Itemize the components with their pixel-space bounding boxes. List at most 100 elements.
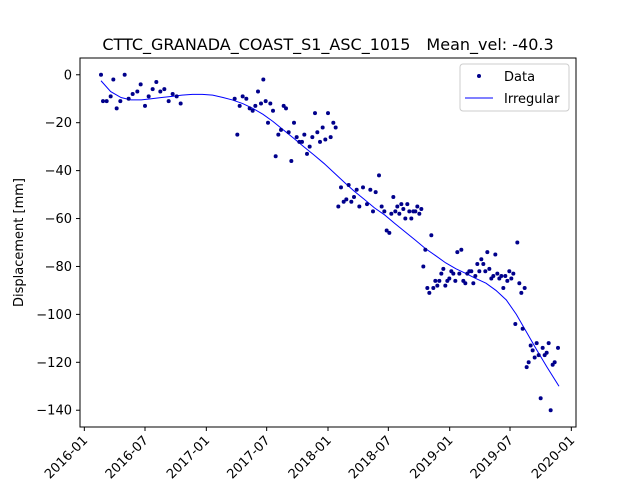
data-point xyxy=(344,197,349,202)
data-point xyxy=(548,408,553,413)
data-point xyxy=(331,120,336,125)
data-point xyxy=(361,185,365,190)
data-point xyxy=(294,135,299,140)
data-point xyxy=(284,106,288,111)
plot-marks xyxy=(99,72,560,413)
data-point xyxy=(126,96,131,101)
data-point xyxy=(320,125,325,130)
data-point xyxy=(534,341,539,346)
data-point xyxy=(315,130,320,135)
data-point xyxy=(326,111,330,116)
data-point xyxy=(328,135,333,140)
data-point xyxy=(384,228,389,233)
data-point xyxy=(138,82,143,87)
data-point xyxy=(439,271,444,276)
data-point xyxy=(261,77,266,82)
data-point xyxy=(150,87,155,92)
data-point xyxy=(501,286,506,291)
data-point xyxy=(99,72,103,77)
data-point xyxy=(417,211,422,216)
data-point xyxy=(536,353,541,358)
y-tick-label: −40 xyxy=(45,164,72,179)
data-point xyxy=(435,283,440,288)
legend-items: Data Irregular xyxy=(465,70,560,107)
data-point xyxy=(158,89,163,94)
y-axis-label: Displacement [mm] xyxy=(12,178,27,307)
data-point xyxy=(389,211,394,216)
data-point xyxy=(473,274,478,279)
data-point xyxy=(336,204,341,209)
legend-label: Irregular xyxy=(504,92,560,107)
data-point xyxy=(421,264,426,269)
data-point xyxy=(154,79,159,84)
data-point xyxy=(240,94,245,99)
data-point xyxy=(507,269,512,274)
legend-label: Data xyxy=(504,70,535,85)
data-point xyxy=(289,159,294,164)
data-point xyxy=(530,348,535,353)
data-point xyxy=(443,283,448,288)
data-point xyxy=(310,135,315,140)
data-point xyxy=(552,360,557,365)
data-point xyxy=(279,127,283,132)
y-tick-label: −80 xyxy=(45,260,72,275)
data-point xyxy=(135,89,140,94)
data-point xyxy=(273,154,278,159)
data-point xyxy=(232,96,237,101)
data-point xyxy=(447,276,452,281)
data-point xyxy=(419,206,424,211)
data-point xyxy=(266,120,270,125)
data-point xyxy=(515,240,520,245)
chart-title-mean-velocity: Mean_vel: -40.3 xyxy=(426,35,553,55)
data-point xyxy=(463,281,468,286)
data-point xyxy=(349,199,354,204)
data-point xyxy=(237,103,242,108)
data-point xyxy=(433,278,438,283)
data-point xyxy=(114,106,119,111)
data-point xyxy=(517,281,522,286)
data-point xyxy=(520,326,525,331)
data-point xyxy=(423,247,428,252)
data-point xyxy=(104,99,109,104)
data-point xyxy=(431,286,436,291)
data-point xyxy=(471,281,476,286)
data-point xyxy=(268,101,273,106)
legend: Data Irregular xyxy=(459,63,570,112)
data-point xyxy=(305,151,309,156)
data-point xyxy=(373,190,378,195)
data-point xyxy=(499,274,504,279)
y-tick-label: −100 xyxy=(36,308,72,323)
data-point xyxy=(271,108,275,113)
data-point xyxy=(477,269,482,274)
data-point xyxy=(522,286,527,291)
data-point xyxy=(170,91,175,96)
data-point xyxy=(491,274,496,279)
data-point xyxy=(292,120,296,125)
y-tick-label: −140 xyxy=(36,404,72,419)
data-point xyxy=(302,132,307,137)
data-point xyxy=(475,262,480,267)
data-point xyxy=(379,204,384,209)
data-point xyxy=(481,262,486,267)
data-point xyxy=(382,209,387,214)
data-point xyxy=(178,101,183,106)
data-point xyxy=(524,365,529,370)
data-point xyxy=(318,139,322,144)
data-point xyxy=(250,108,255,113)
y-tick-label: −60 xyxy=(45,212,72,227)
data-point xyxy=(526,360,531,365)
data-point xyxy=(546,341,551,346)
data-point xyxy=(403,216,408,221)
data-point xyxy=(166,99,171,104)
data-point xyxy=(118,99,123,104)
data-point xyxy=(483,269,488,274)
y-tick-label: −120 xyxy=(36,356,72,371)
data-point xyxy=(540,345,545,350)
data-point xyxy=(368,187,373,192)
data-point xyxy=(409,216,414,221)
data-point xyxy=(130,91,135,96)
data-point xyxy=(352,194,356,199)
data-point xyxy=(259,101,263,106)
legend-box xyxy=(459,63,570,112)
